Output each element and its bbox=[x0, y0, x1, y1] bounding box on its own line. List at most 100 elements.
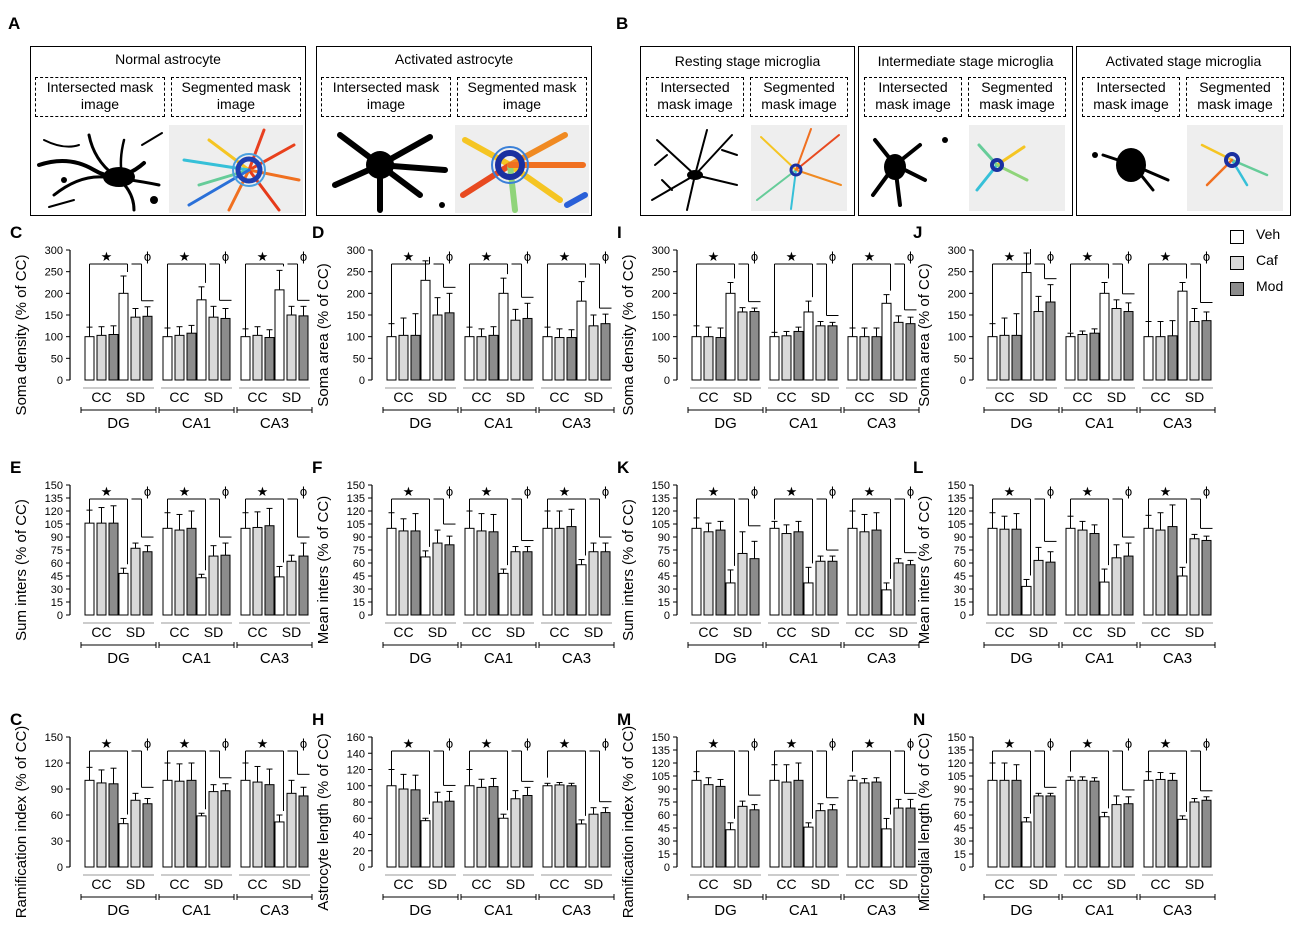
bar-i-ca1-cc-caf bbox=[781, 335, 792, 381]
condition-label-k-2-0: CC bbox=[854, 624, 874, 640]
region-label-l-1: CA1 bbox=[1085, 650, 1114, 667]
condition-label-l-1-1: SD bbox=[1107, 624, 1126, 640]
bar-m-ca1-cc-mod bbox=[793, 779, 804, 868]
segmented-mask-image bbox=[169, 125, 303, 213]
bar-i-ca1-cc-mod bbox=[793, 330, 804, 381]
bar-n-dg-sd-mod bbox=[1045, 795, 1056, 868]
bar-e-ca3-cc-mod bbox=[264, 525, 275, 616]
bar-e-dg-sd-mod bbox=[142, 551, 153, 616]
bar-m-dg-sd-veh bbox=[725, 829, 736, 868]
y-tick-label-c2-4: 120 bbox=[45, 758, 63, 770]
bar-e-ca1-cc-caf bbox=[174, 529, 185, 616]
bar-h-dg-cc-caf bbox=[398, 788, 409, 868]
region-label-h-1: CA1 bbox=[484, 902, 513, 919]
sig-phi-f-0: ϕ bbox=[446, 484, 453, 499]
condition-label-i-1-0: CC bbox=[776, 389, 796, 405]
sig-phi-m-1: ϕ bbox=[829, 736, 836, 751]
region-label-f-2: CA3 bbox=[562, 650, 591, 667]
bar-k-ca1-sd-veh bbox=[803, 582, 814, 616]
bar-m-ca3-sd-mod bbox=[905, 807, 916, 868]
bar-k-dg-sd-caf bbox=[737, 552, 748, 616]
bar-i-dg-sd-veh bbox=[725, 292, 736, 381]
subtitle-segmented: Segmented mask image bbox=[968, 77, 1066, 117]
y-tick-label-e-9: 135 bbox=[45, 493, 63, 505]
bar-h-dg-cc-mod bbox=[410, 789, 421, 868]
segmented-mask-image bbox=[751, 125, 847, 211]
condition-label-n-0-0: CC bbox=[994, 876, 1014, 892]
bar-d-ca3-sd-caf bbox=[588, 325, 599, 381]
bar-c2-ca3-sd-mod bbox=[298, 795, 309, 868]
sig-star-f-2: ★ bbox=[559, 484, 571, 499]
condition-label-j-2-1: SD bbox=[1185, 389, 1204, 405]
bar-l-dg-sd-caf bbox=[1033, 559, 1044, 616]
bar-d-ca1-cc-caf bbox=[476, 336, 487, 381]
bar-m-dg-cc-caf bbox=[703, 784, 714, 868]
bar-n-ca1-sd-mod bbox=[1123, 803, 1134, 868]
bar-h-ca1-sd-caf bbox=[510, 798, 521, 868]
y-tick-label-j-0: 0 bbox=[960, 375, 966, 387]
bar-c2-ca3-sd-veh bbox=[274, 821, 285, 868]
sig-star-f-0: ★ bbox=[403, 484, 415, 499]
y-tick-label-f-1: 15 bbox=[353, 597, 365, 609]
condition-label-e-2-0: CC bbox=[247, 624, 267, 640]
panel-title: Activated stage microglia bbox=[1105, 53, 1262, 69]
y-tick-label-l-2: 30 bbox=[954, 584, 966, 596]
bar-e-ca1-cc-veh bbox=[162, 527, 173, 616]
bar-c1-ca3-sd-veh bbox=[274, 289, 285, 381]
condition-label-l-0-0: CC bbox=[994, 624, 1014, 640]
y-tick-label-c2-2: 60 bbox=[51, 810, 63, 822]
y-tick-label-e-0: 0 bbox=[57, 610, 63, 622]
y-tick-label-k-8: 120 bbox=[652, 506, 670, 518]
bar-h-ca3-cc-mod bbox=[566, 785, 577, 868]
bar-j-dg-sd-veh bbox=[1021, 272, 1032, 381]
bar-k-ca3-sd-veh bbox=[881, 589, 892, 616]
y-tick-label-d-6: 300 bbox=[347, 245, 365, 257]
bar-f-ca3-sd-caf bbox=[588, 551, 599, 616]
legend-label-mod: Mod bbox=[1256, 278, 1284, 294]
legend-label-caf: Caf bbox=[1256, 252, 1278, 268]
subtitle-intersected: Intersected mask image bbox=[321, 77, 451, 117]
y-tick-label-e-10: 150 bbox=[45, 480, 63, 492]
region-label-d-0: DG bbox=[409, 415, 432, 432]
sig-phi-c1-2: ϕ bbox=[300, 249, 307, 264]
y-axis-label-k: Sum inters (% of CC) bbox=[620, 499, 637, 641]
bar-k-dg-sd-veh bbox=[725, 582, 736, 616]
bar-c2-dg-cc-veh bbox=[84, 779, 95, 868]
panel-letter-m: M bbox=[617, 710, 631, 729]
y-tick-label-m-2: 30 bbox=[658, 836, 670, 848]
condition-label-c1-2-0: CC bbox=[247, 389, 267, 405]
bar-d-ca1-cc-veh bbox=[464, 336, 475, 381]
y-tick-label-m-8: 120 bbox=[652, 758, 670, 770]
condition-label-n-1-0: CC bbox=[1072, 876, 1092, 892]
condition-label-m-2-0: CC bbox=[854, 876, 874, 892]
bar-h-dg-sd-mod bbox=[444, 800, 455, 868]
bar-c2-dg-cc-caf bbox=[96, 782, 107, 868]
sig-star-h-0: ★ bbox=[403, 736, 415, 751]
y-tick-label-j-3: 150 bbox=[948, 310, 966, 322]
sig-phi-n-1: ϕ bbox=[1125, 736, 1132, 751]
bar-d-dg-cc-veh bbox=[386, 336, 397, 381]
condition-label-m-2-1: SD bbox=[889, 876, 908, 892]
bar-m-ca3-sd-veh bbox=[881, 828, 892, 868]
bar-c2-ca1-cc-caf bbox=[174, 780, 185, 868]
bar-c2-ca1-sd-veh bbox=[196, 815, 207, 868]
bar-n-ca3-sd-veh bbox=[1177, 818, 1188, 868]
bar-n-dg-sd-veh bbox=[1021, 821, 1032, 868]
bar-h-ca3-cc-caf bbox=[554, 784, 565, 868]
sig-star-h-1: ★ bbox=[481, 736, 493, 751]
sig-phi-e-1: ϕ bbox=[222, 484, 229, 499]
bar-j-ca1-cc-veh bbox=[1065, 336, 1076, 381]
bar-k-ca1-sd-caf bbox=[815, 560, 826, 616]
condition-label-l-2-1: SD bbox=[1185, 624, 1204, 640]
bar-f-ca3-cc-mod bbox=[566, 526, 577, 616]
panel-letter-e: E bbox=[10, 458, 21, 477]
bar-j-ca1-sd-mod bbox=[1123, 311, 1134, 381]
y-tick-label-l-3: 45 bbox=[954, 571, 966, 583]
y-tick-label-f-9: 135 bbox=[347, 493, 365, 505]
bar-f-ca1-sd-mod bbox=[522, 551, 533, 616]
condition-label-e-1-1: SD bbox=[204, 624, 223, 640]
y-tick-label-h-7: 140 bbox=[347, 748, 365, 760]
sig-phi-c1-0: ϕ bbox=[144, 249, 151, 264]
bar-n-ca1-sd-veh bbox=[1099, 816, 1110, 868]
bar-e-dg-sd-caf bbox=[130, 547, 141, 616]
